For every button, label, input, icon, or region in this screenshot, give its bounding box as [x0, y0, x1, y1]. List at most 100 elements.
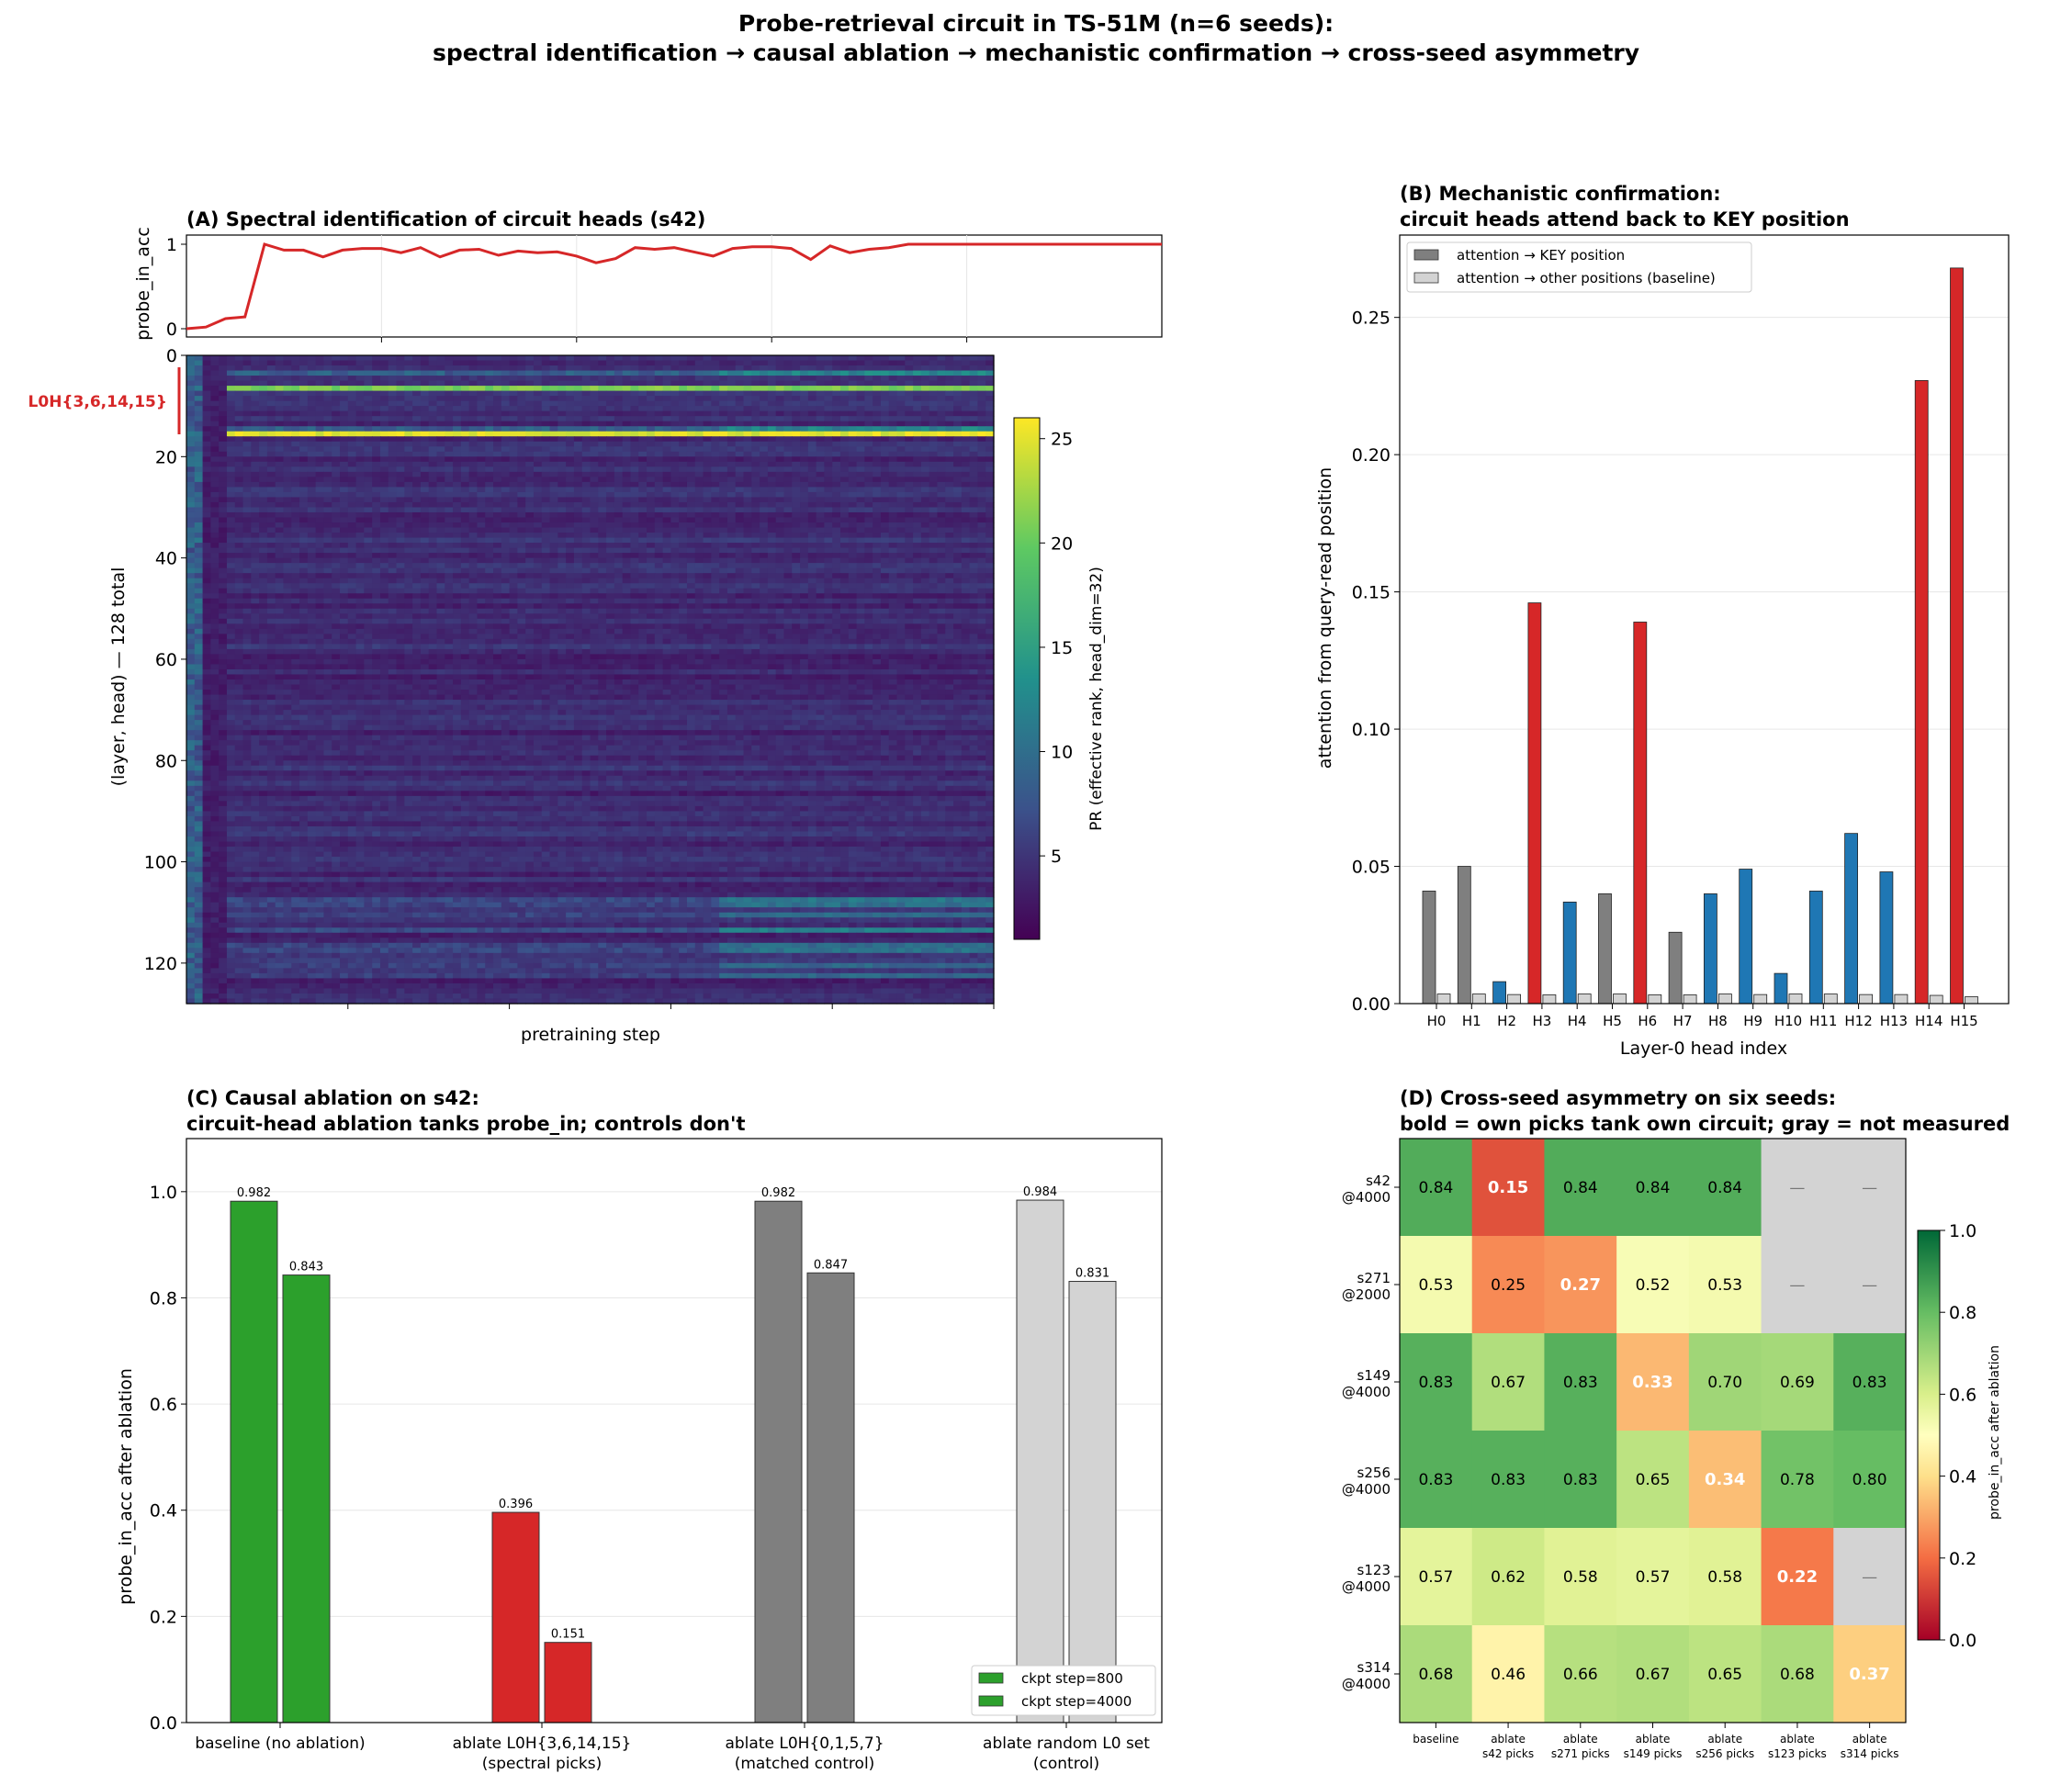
heatmap-cell	[436, 446, 445, 453]
heatmap-cell	[299, 370, 309, 376]
heatmap-cell	[807, 355, 817, 362]
heatmap-cell	[275, 487, 285, 493]
heatmap-cell	[694, 376, 704, 382]
heatmap-cell	[460, 436, 470, 443]
heatmap-cell	[792, 567, 801, 574]
heatmap-cell	[832, 563, 841, 569]
heatmap-cell	[372, 471, 381, 477]
heatmap-cell	[905, 547, 914, 554]
heatmap-cell	[686, 533, 696, 539]
heatmap-cell	[719, 410, 728, 417]
heatmap-cell	[283, 370, 292, 376]
heatmap-cell	[202, 563, 211, 569]
heatmap-cell	[194, 426, 204, 432]
heatmap-cell	[856, 567, 865, 574]
heatmap-cell	[969, 365, 979, 372]
heatmap-cell	[468, 522, 479, 529]
heatmap-cell	[719, 527, 728, 533]
heatmap-cell	[913, 471, 922, 477]
heatmap-cell	[969, 557, 979, 564]
heatmap-cell	[873, 355, 882, 362]
heatmap-cell	[477, 436, 486, 443]
heatmap-cell	[848, 461, 858, 467]
heatmap-cell	[251, 456, 260, 463]
heatmap-cell	[751, 547, 760, 554]
heatmap-cell	[920, 370, 930, 376]
heatmap-cell	[953, 400, 963, 407]
heatmap-cell	[259, 487, 268, 493]
heatmap-cell	[202, 557, 211, 564]
heatmap-cell	[792, 578, 801, 584]
heatmap-cell	[453, 396, 462, 402]
heatmap-cell	[792, 426, 801, 432]
heatmap-cell	[913, 537, 922, 544]
heatmap-cell	[283, 471, 292, 477]
heatmap-cell	[468, 501, 479, 509]
heatmap-cell	[896, 416, 906, 422]
heatmap-cell	[783, 426, 793, 432]
heatmap-cell	[905, 533, 914, 539]
heatmap-cell	[194, 598, 204, 604]
heatmap-cell	[832, 461, 841, 467]
heatmap-cell	[896, 491, 906, 499]
heatmap-cell	[630, 557, 639, 564]
heatmap-cell	[347, 563, 357, 569]
heatmap-cell	[557, 386, 567, 392]
heatmap-cell	[372, 527, 381, 533]
heatmap-cell	[783, 507, 793, 513]
heatmap-cell	[977, 533, 986, 539]
heatmap-cell	[396, 421, 405, 427]
heatmap-cell	[283, 416, 292, 422]
heatmap-cell	[726, 501, 737, 509]
heatmap-cell	[226, 497, 236, 503]
heatmap-cell	[186, 370, 196, 376]
heatmap-cell	[920, 497, 930, 503]
heatmap-cell	[694, 451, 704, 457]
heatmap-cell	[453, 466, 462, 473]
heatmap-cell	[969, 410, 979, 417]
heatmap-cell	[347, 603, 357, 610]
heatmap-cell	[647, 537, 656, 544]
heatmap-cell	[751, 583, 760, 589]
heatmap-cell	[291, 557, 300, 564]
heatmap-cell	[453, 370, 462, 376]
heatmap-cell	[905, 365, 914, 372]
heatmap-cell	[501, 386, 511, 392]
heatmap-cell	[557, 360, 567, 366]
heatmap-cell	[388, 588, 398, 594]
heatmap-cell	[839, 537, 850, 544]
heatmap-cell	[468, 573, 479, 579]
heatmap-cell	[404, 456, 413, 463]
heatmap-cell	[517, 537, 526, 544]
heatmap-cell	[662, 517, 671, 523]
heatmap-cell	[226, 477, 236, 483]
heatmap-cell	[259, 426, 268, 432]
heatmap-cell	[219, 481, 228, 488]
heatmap-cell	[566, 386, 575, 392]
heatmap-cell	[299, 501, 309, 509]
heatmap-cell	[792, 583, 801, 589]
heatmap-cell	[501, 441, 511, 447]
heatmap-cell	[726, 527, 737, 533]
heatmap-cell	[800, 380, 809, 387]
heatmap-row	[186, 543, 995, 549]
heatmap-cell	[219, 406, 228, 412]
heatmap-cell	[436, 553, 445, 559]
heatmap-cell	[477, 573, 486, 579]
heatmap-cell	[404, 557, 413, 564]
heatmap-cell	[647, 578, 656, 584]
heatmap-cell	[807, 471, 817, 477]
heatmap-cell	[202, 507, 211, 513]
heatmap-cell	[307, 567, 317, 574]
heatmap-cell	[598, 456, 607, 463]
heatmap-cell	[775, 567, 785, 574]
heatmap-cell	[873, 400, 882, 407]
heatmap-cell	[501, 380, 511, 387]
heatmap-cell	[226, 511, 236, 519]
heatmap-cell	[961, 446, 971, 453]
heatmap-cell	[541, 507, 551, 513]
heatmap-cell	[816, 543, 826, 549]
heatmap-cell	[686, 517, 696, 523]
heatmap-cell	[340, 426, 349, 432]
heatmap-cell	[726, 598, 737, 604]
